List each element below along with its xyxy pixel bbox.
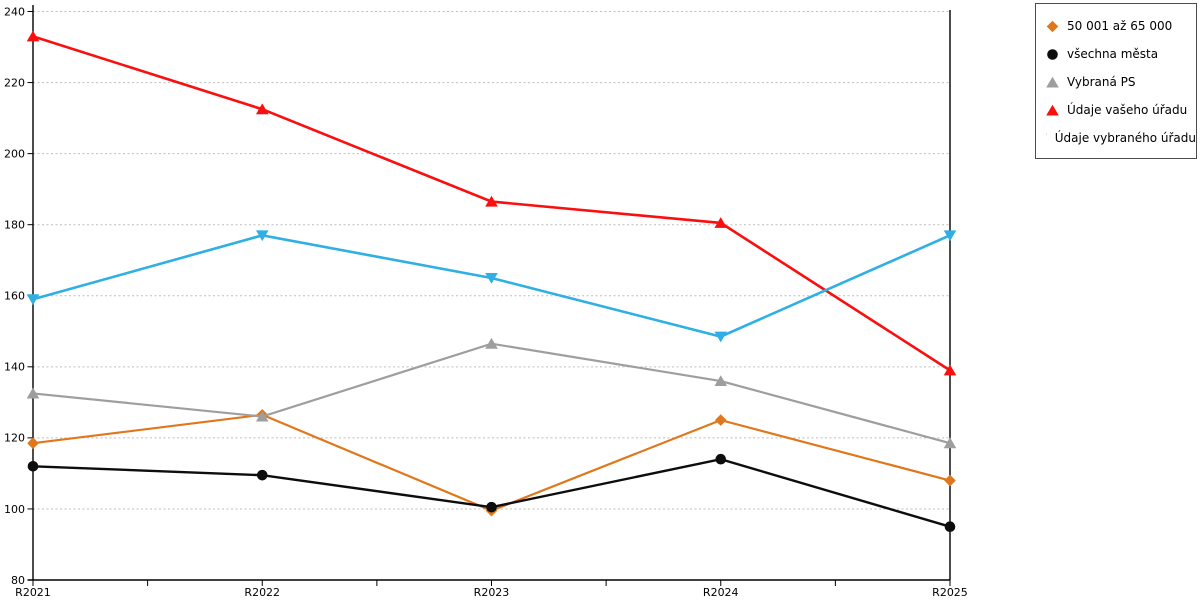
triangle-up-marker <box>1046 76 1059 87</box>
y-tick-label: 220 <box>4 76 25 89</box>
circle-marker <box>715 453 727 465</box>
series-udaje-vybraneho-uradu <box>26 230 957 343</box>
legend-label: Údaje vybraného úřadu <box>1054 131 1196 145</box>
diamond-marker <box>1046 20 1059 32</box>
triangle-down-marker <box>943 230 957 242</box>
triangle-up-marker <box>485 195 498 207</box>
triangle-up-marker <box>26 387 40 399</box>
diamond-icon <box>1046 20 1059 32</box>
x-tick-label: R2024 <box>703 586 739 599</box>
series-vsechna-mesta <box>27 453 956 533</box>
legend: 50 001 až 65 000 všechna města Vybraná PS Ú… <box>1035 3 1197 159</box>
series-50001-az-65000 <box>27 408 956 517</box>
x-tick-label: R2022 <box>244 586 280 599</box>
legend-label: 50 001 až 65 000 <box>1067 19 1173 33</box>
x-tick-label: R2025 <box>932 586 968 599</box>
y-tick-label: 180 <box>4 219 25 232</box>
diamond-marker <box>714 414 727 426</box>
legend-label: všechna města <box>1067 47 1159 61</box>
y-tick-label: 200 <box>4 147 25 160</box>
circle-icon <box>1047 48 1058 60</box>
x-tick-label: R2021 <box>15 586 51 599</box>
triangle-up-marker <box>943 364 957 376</box>
x-tick-label: R2023 <box>474 586 510 599</box>
y-tick-label: 240 <box>4 5 25 18</box>
triangle-up-marker <box>714 375 728 387</box>
circle-marker <box>27 461 39 472</box>
circle-marker <box>944 521 956 533</box>
series-line <box>32 457 951 528</box>
triangle-down-icon <box>1046 133 1047 134</box>
triangle-up-marker <box>485 337 498 349</box>
series-line <box>32 234 951 338</box>
y-tick-label: 80 <box>11 574 25 587</box>
triangle-up-marker <box>943 437 957 449</box>
series-line <box>32 342 951 445</box>
circle-marker <box>486 501 497 513</box>
legend-label: Vybraná PS <box>1067 75 1136 89</box>
legend-item-udaje-vaseho-uradu: Údaje vašeho úřadu <box>1046 96 1196 124</box>
series-udaje-vaseho-uradu <box>26 30 957 376</box>
y-tick-label: 100 <box>4 503 25 516</box>
series-vybrana-ps <box>26 337 957 449</box>
triangle-down-marker <box>26 294 40 306</box>
legend-item-vsechna-mesta: všechna města <box>1046 40 1196 68</box>
y-tick-label: 160 <box>4 290 25 303</box>
triangle-down-marker <box>255 230 269 242</box>
legend-item-vybrana-ps: Vybraná PS <box>1046 68 1196 96</box>
circle-marker <box>256 469 268 481</box>
circle-marker <box>1047 48 1058 60</box>
legend-item-50001-az-65000: 50 001 až 65 000 <box>1046 12 1196 40</box>
triangle-up-marker <box>26 30 40 42</box>
triangle-up-icon <box>1046 76 1059 87</box>
triangle-up-marker <box>714 217 728 228</box>
triangle-down-marker <box>485 272 498 284</box>
y-tick-label: 120 <box>4 432 25 445</box>
triangle-down-marker <box>714 331 728 343</box>
triangle-up-icon <box>1046 104 1059 115</box>
triangle-up-marker <box>255 103 269 115</box>
diamond-marker <box>27 437 39 450</box>
legend-item-udaje-vybraneho-uradu: Údaje vybraného úřadu <box>1046 124 1196 152</box>
triangle-up-marker <box>1046 104 1059 115</box>
series-line <box>32 413 951 512</box>
legend-label: Údaje vašeho úřadu <box>1067 103 1188 117</box>
y-tick-label: 140 <box>4 361 25 374</box>
diamond-marker <box>944 474 956 487</box>
triangle-up-marker <box>255 410 269 422</box>
triangle-down-marker <box>1046 133 1047 134</box>
